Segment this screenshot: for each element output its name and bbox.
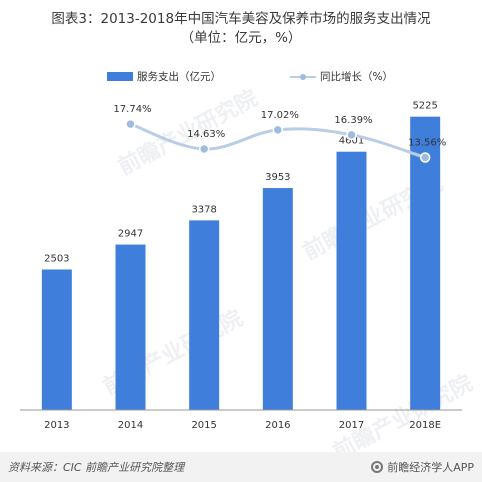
combo-chart: 服务支出（亿元） 同比增长（%） 2503 2013 2947 2014 3378 2015 3…	[20, 70, 462, 431]
bar-value-label-2018E: 5225	[412, 101, 437, 112]
bar-2016	[262, 188, 293, 410]
growth-marker-2016	[272, 124, 284, 136]
growth-marker-2014	[125, 118, 136, 130]
bar-value-label-2017: 4601	[339, 136, 364, 147]
chart-title-units: （单位：亿元，%）	[180, 30, 302, 46]
chart-title-line1: 图表3：2013-2018年中国汽车美容及保养市场的服务支出情况	[51, 11, 431, 27]
growth-marker-2017	[346, 129, 357, 141]
legend-bar-label: 服务支出（亿元）	[137, 70, 221, 83]
brand-logo-icon	[371, 461, 384, 473]
x-tick-label-2013: 2013	[44, 420, 69, 431]
growth-value-label-2018E: 13.56%	[408, 138, 446, 149]
growth-marker-2015	[198, 143, 210, 155]
legend-line-marker	[300, 74, 306, 80]
x-tick-label-2018E: 2018E	[409, 420, 441, 431]
bar-value-label-2014: 2947	[118, 229, 143, 240]
bar-value-label-2015: 3378	[191, 204, 216, 215]
chart-title: 图表3：2013-2018年中国汽车美容及保养市场的服务支出情况 （单位：亿元，…	[0, 10, 482, 48]
bar-value-label-2016: 3953	[265, 172, 290, 183]
legend-line-label: 同比增长（%）	[320, 70, 393, 83]
brand-credit: 前瞻经济学人APP	[371, 459, 474, 475]
x-tick-label-2015: 2015	[191, 420, 216, 431]
growth-marker-2018E	[419, 152, 431, 163]
bar-2014	[115, 244, 146, 410]
x-tick-label-2014: 2014	[118, 420, 143, 431]
bar-2015	[189, 220, 220, 410]
bar-2018E	[410, 116, 441, 411]
bar-2017	[336, 151, 367, 410]
source-note: 资料来源：CIC 前瞻产业研究院整理	[8, 461, 185, 474]
legend-bar-swatch	[107, 72, 133, 81]
footer-bar: 资料来源：CIC 前瞻产业研究院整理 前瞻经济学人APP	[0, 452, 482, 482]
bar-value-label-2013: 2503	[44, 253, 69, 264]
x-tick-label-2017: 2017	[339, 420, 364, 431]
growth-value-label-2015: 14.63%	[187, 129, 225, 140]
bar-2013	[41, 269, 72, 410]
growth-value-label-2014: 17.74%	[113, 104, 151, 115]
x-tick-label-2016: 2016	[265, 420, 290, 431]
brand-name: 前瞻经济学人APP	[387, 461, 474, 474]
growth-value-label-2016: 17.02%	[261, 110, 299, 121]
growth-value-label-2017: 16.39%	[334, 115, 372, 126]
